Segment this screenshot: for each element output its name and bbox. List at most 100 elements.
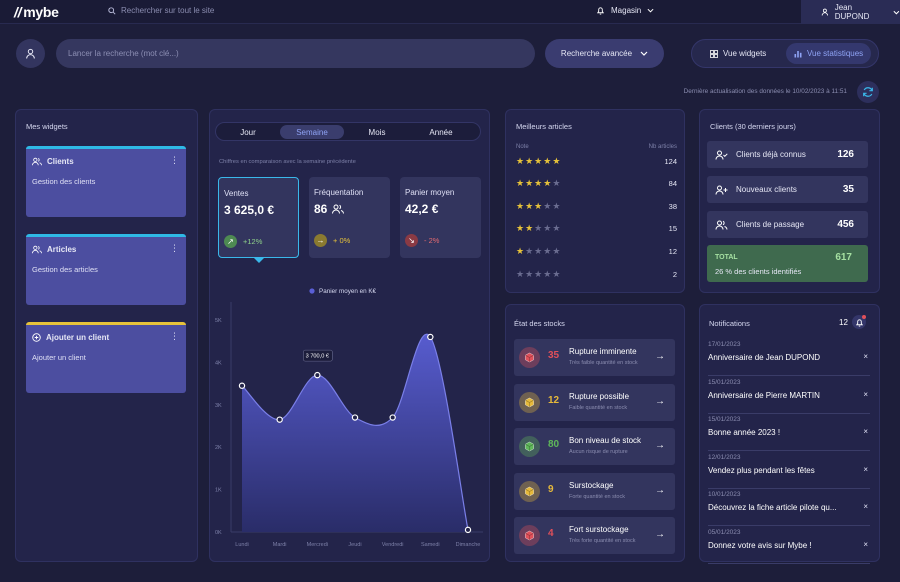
best-articles-title: Meilleurs articles [516, 122, 572, 131]
kpi-ventes[interactable]: Ventes 3 625,0 € ↗ +12% [218, 177, 299, 258]
stock-count: 35 [548, 350, 560, 361]
chevron-down-icon [647, 8, 654, 13]
stock-row[interactable]: 4 Fort surstockage Très forte quantité en … [514, 517, 675, 554]
notification-item[interactable]: 05/01/2023 Donnez votre avis sur Mybe ! × [708, 526, 870, 564]
data-point[interactable] [427, 333, 434, 341]
more-icon[interactable]: ⋮ [170, 331, 179, 341]
data-point[interactable] [351, 414, 359, 421]
notification-item[interactable]: 17/01/2023 Anniversaire de Jean DUPOND × [708, 338, 870, 376]
close-icon[interactable]: × [863, 464, 868, 474]
logo-text: mybe [23, 4, 59, 20]
best-article-row[interactable]: ★★★★★ 84 [516, 178, 677, 190]
close-icon[interactable]: × [863, 502, 868, 512]
kpi-change-text: + 0% [333, 236, 351, 245]
clients-title: Clients (30 derniers jours) [710, 122, 796, 131]
notification-item[interactable]: 10/01/2023 Découvrez la fiche article pil… [708, 488, 870, 527]
tab-annee[interactable]: Année [429, 127, 453, 137]
widget-add-client[interactable]: Ajouter un client Ajouter un client ⋮ [26, 322, 186, 393]
notification-item[interactable]: 15/01/2023 Anniversaire de Pierre MARTIN × [708, 376, 870, 414]
best-article-row[interactable]: ★★★★★ 2 [516, 268, 677, 280]
site-search-placeholder: Rechercher sur tout le site [121, 6, 215, 15]
bell-icon [855, 318, 863, 327]
client-row-new[interactable]: Nouveaux clients 35 [707, 176, 868, 203]
view-widgets-button[interactable]: Vue widgets [702, 43, 774, 64]
widget-clients[interactable]: Clients Gestion des clients ⋮ [26, 146, 186, 217]
widget-title: Articles [47, 245, 77, 254]
notifications-panel [699, 304, 880, 562]
best-article-row[interactable]: ★★★★★ 15 [516, 223, 677, 235]
user-menu[interactable]: Jean DUPOND [801, 0, 900, 24]
notifications-bell-button[interactable] [852, 315, 866, 329]
data-point[interactable] [314, 371, 321, 379]
notification-item[interactable]: 12/01/2023 Vendez plus pendant les fêtes × [708, 451, 870, 489]
refresh-button[interactable] [857, 81, 879, 103]
notification-text: Donnez votre avis sur Mybe ! [708, 541, 812, 550]
best-article-row[interactable]: ★★★★★ 124 [516, 155, 677, 167]
stock-count: 9 [548, 483, 554, 495]
widget-description: Gestion des articles [32, 265, 98, 274]
notification-date: 10/01/2023 [708, 491, 741, 499]
y-tick-label: 1K [215, 488, 222, 494]
article-count: 2 [672, 269, 677, 279]
kpi-change: ↗ +12% [224, 235, 262, 248]
tab-jour[interactable]: Jour [240, 127, 256, 137]
article-count: 84 [668, 179, 677, 189]
best-article-row[interactable]: ★★★★★ 12 [516, 245, 677, 257]
more-icon[interactable]: ⋮ [170, 155, 179, 165]
tooltip-label: 3 700,0 € [306, 354, 330, 360]
star-icon: ★ [552, 223, 562, 234]
stock-row[interactable]: 9 Surstockage Forte quantité en stock → [514, 472, 675, 510]
close-icon[interactable]: × [863, 352, 868, 361]
tab-semaine[interactable]: Semaine [280, 125, 344, 139]
chevron-down-icon [893, 10, 900, 14]
store-selector[interactable]: Magasin [596, 6, 654, 15]
close-icon[interactable]: × [863, 427, 868, 437]
stock-count: 80 [548, 439, 560, 450]
rating-stars: ★★★★★ [516, 246, 561, 257]
logo[interactable]: //mybe [14, 4, 59, 20]
account-button[interactable] [16, 39, 45, 68]
series-line [241, 333, 469, 530]
data-point[interactable] [276, 416, 283, 423]
star-icon: ★ [552, 268, 562, 279]
view-stats-button[interactable]: Vue statistiques [786, 43, 872, 64]
more-icon[interactable]: ⋮ [170, 243, 179, 253]
star-icon: ★ [534, 245, 544, 256]
col-count: Nb articles [648, 144, 677, 150]
widget-articles[interactable]: Articles Gestion des articles ⋮ [26, 234, 186, 305]
stock-count: 4 [548, 528, 554, 539]
box-icon [519, 525, 540, 546]
stock-row[interactable]: 80 Bon niveau de stock Aucun risque de rup… [514, 428, 675, 465]
star-icon: ★ [552, 155, 562, 166]
user-check-icon [715, 150, 728, 160]
clients-total: TOTAL 617 26 % des clients identifiés [707, 245, 868, 282]
y-tick-label: 0K [215, 530, 222, 536]
site-search[interactable]: Rechercher sur tout le site [108, 6, 214, 15]
star-icon: ★ [552, 200, 562, 211]
client-row-passing[interactable]: Clients de passage 456 [707, 211, 868, 238]
total-note: 26 % des clients identifiés [715, 267, 802, 276]
stock-row[interactable]: 12 Rupture possible Faible quantité en sto… [514, 383, 675, 421]
stock-row[interactable]: 35 Rupture imminente Très faible quantité … [514, 339, 675, 376]
client-row-known[interactable]: Clients déjà connus 126 [707, 141, 868, 168]
data-point[interactable] [238, 382, 246, 389]
star-icon: ★ [543, 200, 553, 211]
data-point[interactable] [464, 526, 472, 534]
x-tick-label: Mercredi [307, 542, 328, 548]
star-icon: ★ [525, 200, 535, 211]
notification-item[interactable]: 15/01/2023 Bonne année 2023 ! × [708, 413, 870, 452]
tab-mois[interactable]: Mois [368, 127, 386, 137]
close-icon[interactable]: × [863, 389, 868, 399]
users-icon [715, 220, 728, 230]
widget-articles-title-row: Articles [32, 245, 76, 254]
star-icon: ★ [525, 178, 535, 189]
stocks-title: État des stocks [514, 319, 565, 328]
kpi-frequentation[interactable]: Fréquentation 86 → + 0% [309, 177, 390, 258]
advanced-search-button[interactable]: Recherche avancée [545, 39, 664, 68]
best-article-row[interactable]: ★★★★★ 38 [516, 200, 677, 212]
kpi-panier-moyen[interactable]: Panier moyen 42,2 € ↘ - 2% [400, 177, 481, 258]
close-icon[interactable]: × [863, 540, 868, 549]
star-icon: ★ [516, 268, 526, 279]
search-input[interactable]: Lancer la recherche (mot clé...) [56, 39, 535, 68]
data-point[interactable] [389, 414, 396, 421]
